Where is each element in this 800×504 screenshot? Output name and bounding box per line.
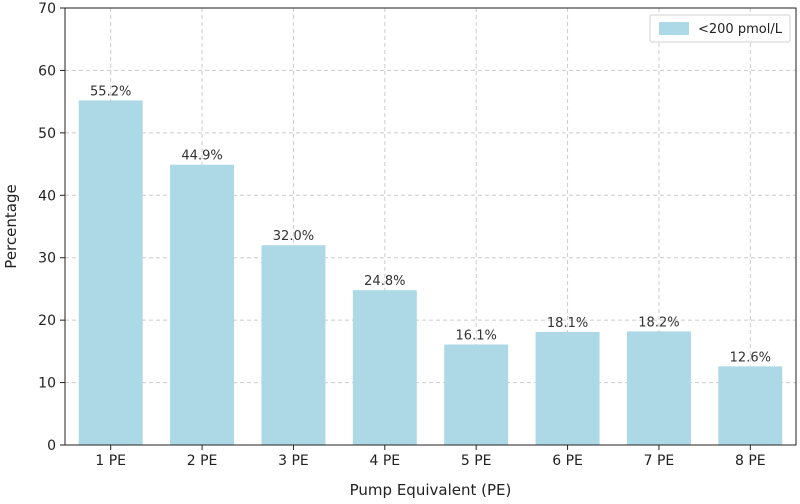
x-tick-label: 7 PE [644, 453, 675, 469]
data-label: 32.0% [273, 229, 314, 244]
bar [352, 290, 417, 445]
x-tick-label: 6 PE [552, 453, 583, 469]
axes [60, 7, 797, 450]
x-tick-label: 2 PE [187, 453, 218, 469]
data-label: 12.6% [730, 350, 771, 365]
bar [444, 344, 509, 445]
data-label: 18.2% [638, 315, 679, 330]
x-tick-label: 3 PE [278, 453, 309, 469]
x-tick-label: 8 PE [735, 453, 766, 469]
x-tick-label: 1 PE [95, 453, 126, 469]
data-label: 24.8% [364, 274, 405, 289]
x-tick-label: 4 PE [369, 453, 400, 469]
y-tick-label: 40 [38, 188, 56, 204]
legend-label: <200 pmol/L [698, 22, 783, 37]
data-label: 44.9% [181, 149, 222, 164]
data-label: 55.2% [90, 84, 131, 99]
y-tick-label: 50 [38, 126, 56, 142]
y-tick-label: 20 [38, 313, 56, 329]
y-tick-label: 30 [38, 251, 56, 267]
bar [170, 164, 235, 445]
data-label: 18.1% [547, 316, 588, 331]
bars [78, 100, 783, 445]
legend-frame [649, 14, 791, 43]
legend-swatch [659, 22, 689, 35]
x-axis-title: Pump Equivalent (PE) [350, 481, 512, 499]
bar [78, 100, 143, 445]
y-tick-label: 10 [38, 376, 56, 392]
y-tick-label: 60 [38, 63, 56, 79]
y-axis-title: Percentage [2, 184, 20, 268]
bar [535, 332, 600, 445]
plot-frame [64, 7, 797, 446]
data-label: 16.1% [456, 328, 497, 343]
y-tick-label: 70 [38, 1, 56, 17]
bar [261, 245, 326, 445]
x-tick-label: 5 PE [461, 453, 492, 469]
bar [626, 331, 691, 445]
y-tick-label: 0 [47, 438, 56, 454]
legend: <200 pmol/L [649, 14, 791, 43]
bar [718, 366, 783, 445]
labels: 0 10 20 30 40 50 60 70 55.2% 1 PE 44.9% 2 PE 32.0% 3 … [38, 1, 771, 469]
